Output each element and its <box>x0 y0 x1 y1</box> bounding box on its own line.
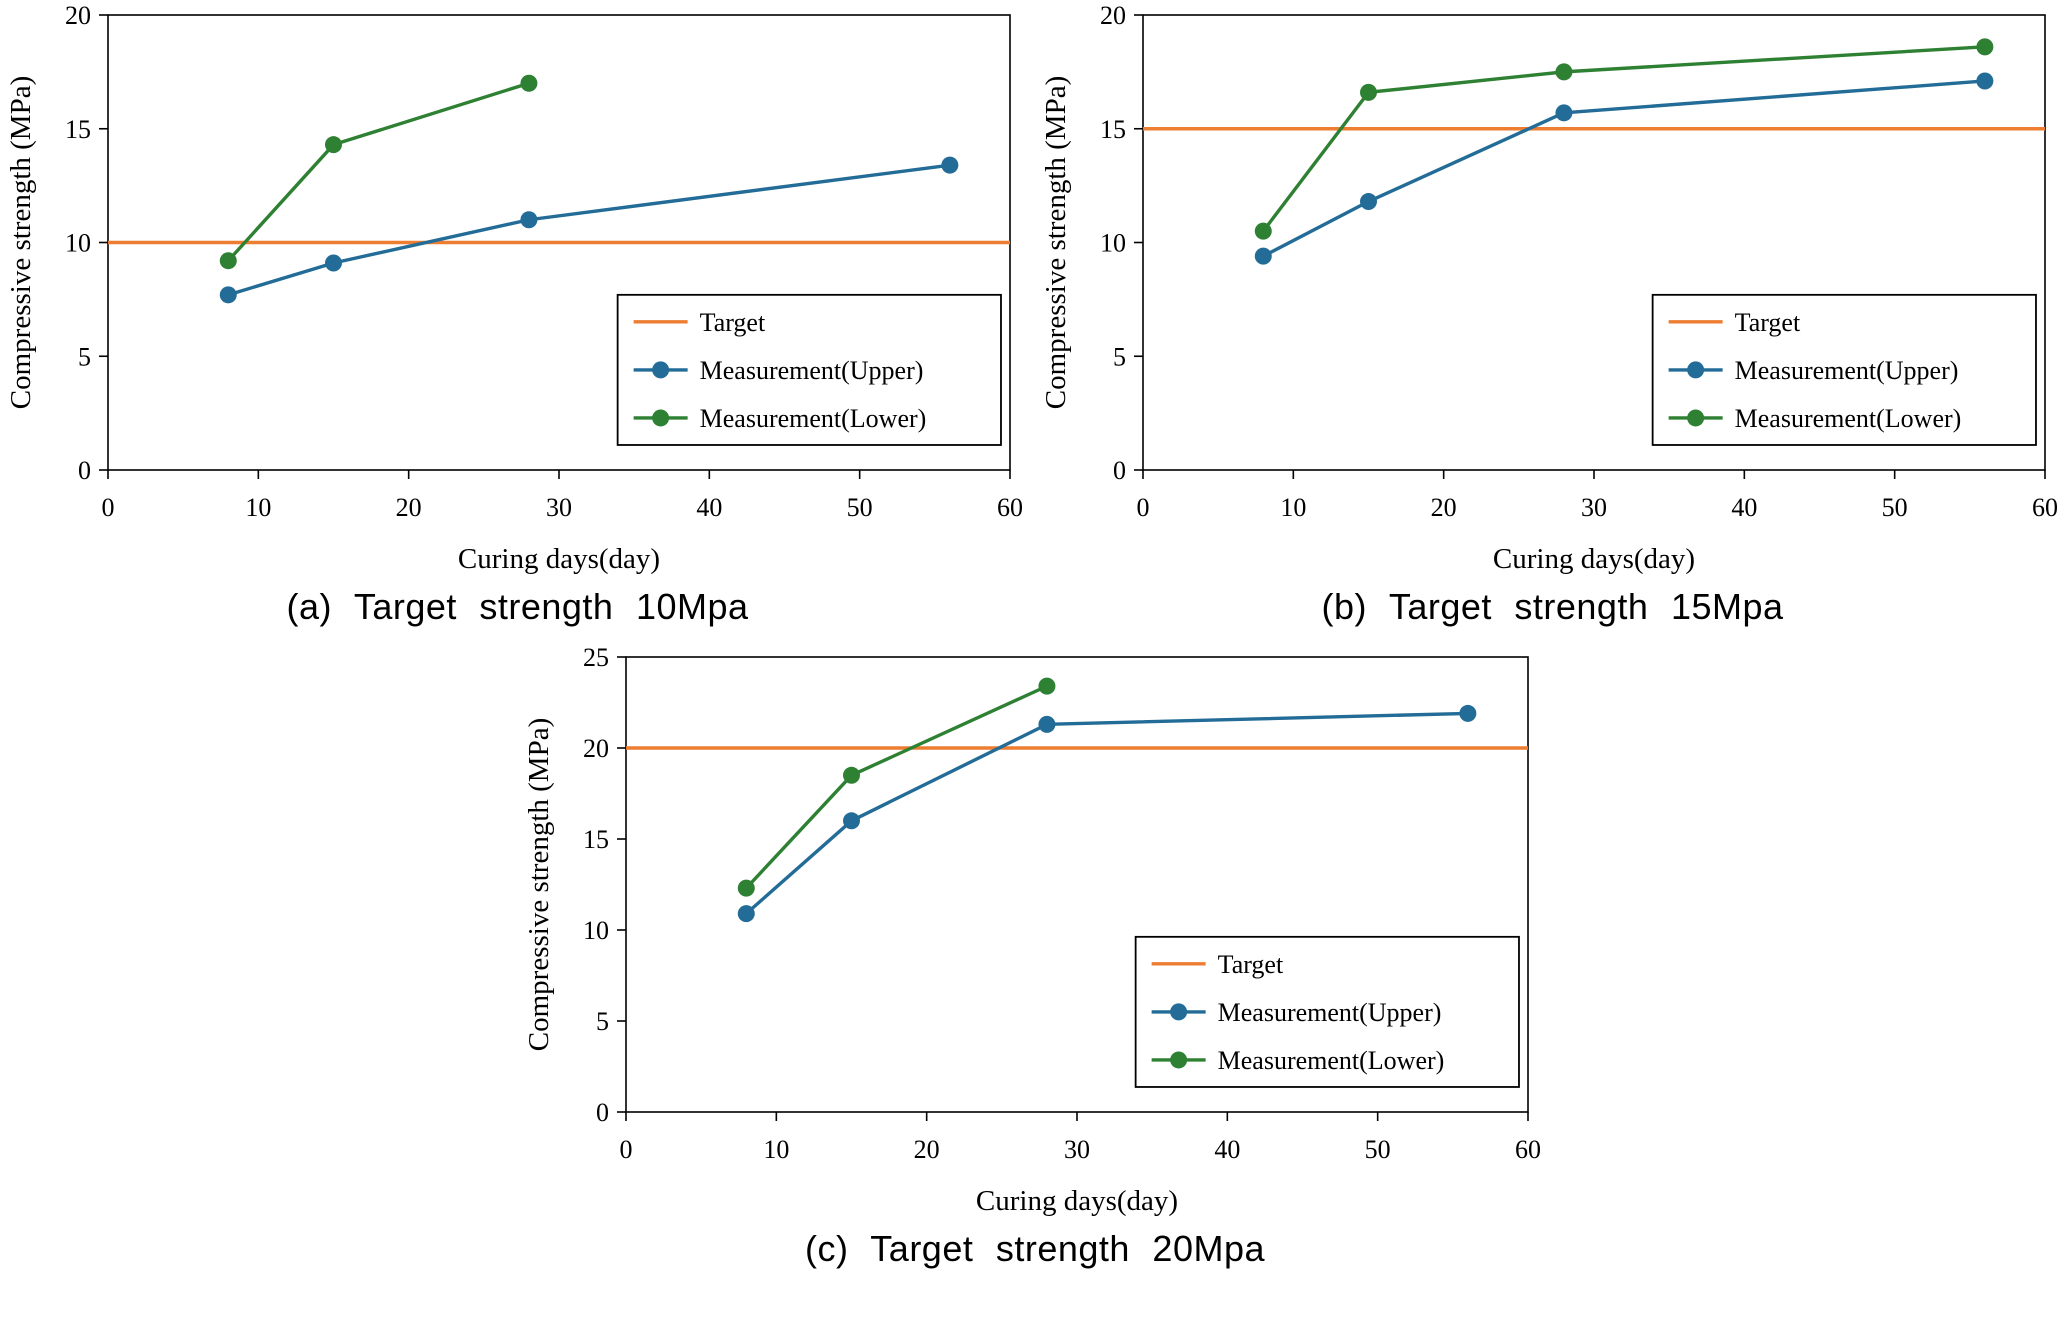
y-axis-label: Compressive strength (MPa) <box>1040 76 1072 409</box>
y-axis-label: Compressive strength (MPa) <box>523 718 555 1051</box>
series-lower-marker <box>520 74 538 92</box>
series-lower-line <box>744 684 1049 890</box>
series-lower-marker <box>842 766 860 784</box>
series-lower-marker <box>1976 38 1994 56</box>
legend-target-label: Target <box>1217 950 1283 979</box>
series-upper-marker <box>1360 193 1377 211</box>
series-lower-marker <box>1555 63 1573 81</box>
y-tick-label: 0 <box>78 456 91 485</box>
chart-c-canvas: 0 10 20 30 40 50 60 0 5 10 15 20 25 Curing days(day) C… <box>523 643 1541 1217</box>
x-tick-label: 0 <box>1137 493 1150 522</box>
y-tick-label: 5 <box>596 1007 609 1036</box>
y-tick-label: 20 <box>1100 1 1126 30</box>
y-tick-label: 15 <box>583 825 609 854</box>
y-tick-label: 25 <box>583 643 609 672</box>
chart-a-caption: (a) Target strength 10Mpa <box>286 586 749 627</box>
legend-upper-label: Measurement(Upper) <box>1217 998 1441 1027</box>
x-tick-label: 50 <box>1364 1135 1390 1164</box>
y-tick-label: 5 <box>78 342 91 371</box>
series-lower-marker <box>1360 83 1377 101</box>
y-tick-label: 10 <box>65 229 91 258</box>
x-tick-label: 50 <box>847 493 873 522</box>
series-upper-marker <box>520 211 538 229</box>
series-upper-marker <box>219 286 237 304</box>
y-tick-label: 15 <box>1100 115 1126 144</box>
x-tick-label: 20 <box>396 493 422 522</box>
legend-target-label: Target <box>700 308 766 337</box>
legend-lower-label: Measurement(Lower) <box>1735 404 1962 433</box>
x-tick-label: 30 <box>1064 1135 1090 1164</box>
y-tick-label: 15 <box>65 115 91 144</box>
chart-c: 0 10 20 30 40 50 60 0 5 10 15 20 25 Curing days(day) C… <box>518 642 1553 1270</box>
y-tick-label: 20 <box>583 734 609 763</box>
series-lower-marker <box>1254 222 1272 240</box>
legend-lower-marker <box>652 409 670 427</box>
legend-upper-label: Measurement(Upper) <box>1735 356 1959 385</box>
x-tick-label: 40 <box>1731 493 1757 522</box>
top-row: 0 10 20 30 40 50 60 0 5 10 15 20 Curing days(day) Com… <box>0 0 2070 628</box>
y-tick-label: 20 <box>65 1 91 30</box>
x-tick-label: 10 <box>1280 493 1306 522</box>
y-tick-label: 0 <box>1113 456 1126 485</box>
x-tick-label: 60 <box>997 493 1023 522</box>
series-lower-marker <box>325 136 342 154</box>
chart-b: 0 10 20 30 40 50 60 0 5 10 15 20 Curing days(day) Com… <box>1035 0 2070 628</box>
chart-c-caption: (c) Target strength 20Mpa <box>804 1228 1266 1269</box>
legend-lower-label: Measurement(Lower) <box>1217 1046 1444 1075</box>
series-lower-line <box>1261 45 1987 233</box>
y-axis-label: Compressive strength (MPa) <box>5 76 37 409</box>
x-tick-label: 10 <box>763 1135 789 1164</box>
y-tick-label: 5 <box>1113 342 1126 371</box>
series-lower-marker <box>737 879 755 897</box>
legend-lower-marker <box>1687 409 1705 427</box>
series-upper-marker <box>737 905 755 923</box>
y-tick-label: 10 <box>583 916 609 945</box>
x-tick-label: 20 <box>1431 493 1457 522</box>
x-tick-label: 10 <box>245 493 271 522</box>
x-tick-label: 50 <box>1882 493 1908 522</box>
series-lower-line <box>226 81 531 263</box>
x-tick-label: 0 <box>619 1135 632 1164</box>
legend-upper-marker <box>652 361 670 379</box>
chart-a-canvas: 0 10 20 30 40 50 60 0 5 10 15 20 Curing days(day) Com… <box>5 1 1023 575</box>
series-upper-marker <box>325 254 342 272</box>
y-tick-label: 10 <box>1100 229 1126 258</box>
series-upper-marker <box>1458 704 1476 722</box>
legend-target-label: Target <box>1735 308 1801 337</box>
x-tick-label: 0 <box>102 493 115 522</box>
series-upper-marker <box>1976 72 1994 90</box>
x-axis-label: Curing days(day) <box>1493 543 1695 575</box>
series-upper-marker <box>1037 715 1055 733</box>
legend-upper-marker <box>1687 361 1705 379</box>
series-upper-marker <box>1254 247 1272 265</box>
chart-a: 0 10 20 30 40 50 60 0 5 10 15 20 Curing days(day) Com… <box>0 0 1035 628</box>
x-tick-label: 40 <box>1214 1135 1240 1164</box>
x-tick-label: 20 <box>913 1135 939 1164</box>
x-tick-label: 30 <box>1581 493 1607 522</box>
chart-b-caption: (b) Target strength 15Mpa <box>1321 586 1784 627</box>
legend-upper-marker <box>1169 1003 1187 1021</box>
chart-b-canvas: 0 10 20 30 40 50 60 0 5 10 15 20 Curing days(day) Com… <box>1040 1 2058 575</box>
series-upper-marker <box>941 156 959 174</box>
bottom-row: 0 10 20 30 40 50 60 0 5 10 15 20 25 Curing days(day) C… <box>0 642 2070 1270</box>
series-upper-line <box>744 711 1470 916</box>
legend-upper-label: Measurement(Upper) <box>700 356 924 385</box>
legend-lower-label: Measurement(Lower) <box>700 404 927 433</box>
x-tick-label: 60 <box>1515 1135 1541 1164</box>
x-tick-label: 60 <box>2032 493 2058 522</box>
legend-lower-marker <box>1169 1051 1187 1069</box>
x-axis-label: Curing days(day) <box>975 1185 1177 1217</box>
x-tick-label: 30 <box>546 493 572 522</box>
series-upper-marker <box>842 812 860 830</box>
x-tick-label: 40 <box>696 493 722 522</box>
series-upper-marker <box>1555 104 1573 122</box>
series-lower-marker <box>1037 677 1055 695</box>
series-lower-marker <box>219 252 237 270</box>
y-tick-label: 0 <box>596 1098 609 1127</box>
x-axis-label: Curing days(day) <box>458 543 660 575</box>
series-upper-line <box>226 163 952 297</box>
series-upper-line <box>1261 79 1987 258</box>
